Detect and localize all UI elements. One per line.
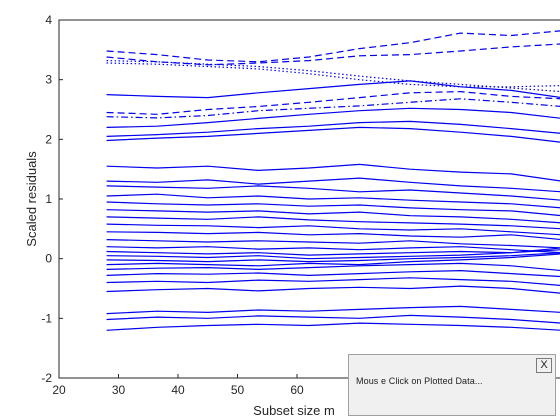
series-layer xyxy=(106,30,560,347)
series-line-5[interactable] xyxy=(106,80,560,128)
series-line-13[interactable] xyxy=(106,185,560,223)
series-line-11[interactable] xyxy=(106,163,560,199)
series-line-19[interactable] xyxy=(106,231,560,256)
y-tick-label-4: 1 xyxy=(45,192,52,206)
series-line-10[interactable] xyxy=(106,126,560,156)
series-line-15[interactable] xyxy=(106,201,560,235)
data-tip-popup: X Mous e Click on Plotted Data... xyxy=(348,354,556,416)
series-line-14[interactable] xyxy=(106,193,560,229)
x-tick-label-1: 20 xyxy=(52,383,66,397)
y-tick-label-1: -2 xyxy=(41,371,52,385)
series-line-1[interactable] xyxy=(106,30,560,63)
y-tick-label-5: 2 xyxy=(45,132,52,146)
series-line-4[interactable] xyxy=(106,62,560,113)
series-line-29[interactable] xyxy=(106,285,560,318)
y-tick-label-6: 3 xyxy=(45,73,52,87)
series-line-8[interactable] xyxy=(106,107,560,144)
series-line-32[interactable] xyxy=(106,322,560,347)
series-line-26[interactable] xyxy=(106,262,560,291)
series-line-6[interactable] xyxy=(106,90,560,121)
y-tick-label-3: 0 xyxy=(45,252,52,266)
series-line-20[interactable] xyxy=(106,239,560,262)
x-tick-label-5: 60 xyxy=(290,383,304,397)
series-line-30[interactable] xyxy=(106,305,560,333)
series-line-31[interactable] xyxy=(106,314,560,342)
x-tick-label-3: 40 xyxy=(171,383,185,397)
series-line-21[interactable] xyxy=(106,246,560,268)
series-line-17[interactable] xyxy=(106,216,560,247)
x-tick-label-4: 50 xyxy=(231,383,245,397)
series-line-25[interactable] xyxy=(106,220,560,267)
popup-message: Mous e Click on Plotted Data... xyxy=(356,376,483,386)
series-line-12[interactable] xyxy=(106,177,560,212)
series-line-16[interactable] xyxy=(106,209,560,241)
y-tick-label-2: -1 xyxy=(41,311,52,325)
series-line-28[interactable] xyxy=(106,277,560,310)
series-line-27[interactable] xyxy=(106,270,560,301)
series-line-22[interactable] xyxy=(106,249,560,277)
series-line-18[interactable] xyxy=(106,223,560,253)
series-line-9[interactable] xyxy=(106,120,560,154)
series-line-23[interactable] xyxy=(106,238,560,260)
y-axis-label: Scaled residuals xyxy=(24,151,39,247)
y-tick-label-7: 4 xyxy=(45,13,52,27)
series-line-24[interactable] xyxy=(106,229,560,263)
series-line-2[interactable] xyxy=(106,43,560,73)
x-axis-label: Subset size m xyxy=(253,403,335,418)
popup-close-button[interactable]: X xyxy=(536,358,552,373)
series-line-7[interactable] xyxy=(106,98,560,134)
x-tick-label-2: 30 xyxy=(112,383,126,397)
